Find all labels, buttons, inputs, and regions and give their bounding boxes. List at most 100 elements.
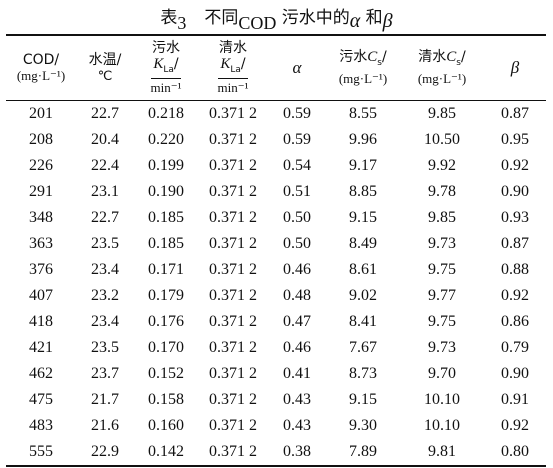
cell-temp: 23.5: [91, 339, 119, 356]
table-row: 483 21.6 0.160 0.371 2 0.43 9.30 10.10 0.92: [6, 413, 546, 439]
cell-cod: 555: [29, 443, 53, 460]
cell-sewage-kla: 0.185: [148, 235, 184, 252]
cell-alpha: 0.46: [283, 339, 311, 356]
cell-beta: 0.95: [501, 131, 529, 148]
cell-beta: 0.92: [501, 287, 529, 304]
table-row: 462 23.7 0.152 0.371 2 0.41 8.73 9.70 0.90: [6, 361, 546, 387]
cell-beta: 0.87: [501, 105, 529, 122]
cell-clean-cs: 9.75: [428, 313, 456, 330]
caption-alpha: α: [349, 10, 361, 32]
cell-clean-kla: 0.371 2: [209, 235, 257, 252]
cell-temp: 21.6: [91, 417, 119, 434]
header-clean-cs: 清水Cs/ (mg·L⁻¹): [400, 35, 484, 101]
cell-cod: 462: [29, 365, 53, 382]
cell-clean-kla: 0.371 2: [209, 131, 257, 148]
cell-sewage-cs: 9.15: [349, 391, 377, 408]
cell-beta: 0.92: [501, 417, 529, 434]
cell-cod: 407: [29, 287, 53, 304]
cell-alpha: 0.51: [283, 183, 311, 200]
cell-sewage-kla: 0.171: [148, 261, 184, 278]
cell-alpha: 0.59: [283, 105, 311, 122]
cell-sewage-cs: 9.02: [349, 287, 377, 304]
cell-clean-cs: 9.73: [428, 339, 456, 356]
cell-cod: 376: [29, 261, 53, 278]
cell-cod: 363: [29, 235, 53, 252]
table-row: 475 21.7 0.158 0.371 2 0.43 9.15 10.10 0.91: [6, 387, 546, 413]
cell-sewage-cs: 8.55: [349, 105, 377, 122]
cell-sewage-cs: 8.85: [349, 183, 377, 200]
cell-temp: 23.7: [91, 365, 119, 382]
cell-temp: 21.7: [91, 391, 119, 408]
header-clean-kla: 清水 KLa/ min⁻¹: [198, 35, 268, 101]
cell-sewage-cs: 7.67: [349, 339, 377, 356]
cell-clean-cs: 10.10: [424, 391, 460, 408]
cell-sewage-cs: 8.61: [349, 261, 377, 278]
cell-sewage-kla: 0.176: [148, 313, 184, 330]
cell-clean-kla: 0.371 2: [209, 287, 257, 304]
cell-sewage-cs: 8.73: [349, 365, 377, 382]
cell-sewage-cs: 9.96: [349, 131, 377, 148]
caption-table-number: 3: [177, 13, 187, 33]
caption-rest: 污水中的: [281, 8, 350, 28]
header-sewage-kla: 污水 KLa/ min⁻¹: [134, 35, 198, 101]
cell-alpha: 0.48: [283, 287, 311, 304]
cell-sewage-cs: 7.89: [349, 443, 377, 460]
cell-sewage-kla: 0.190: [148, 183, 184, 200]
table-row: 555 22.9 0.142 0.371 2 0.38 7.89 9.81 0.80: [6, 439, 546, 466]
cell-temp: 23.1: [91, 183, 119, 200]
cell-sewage-kla: 0.170: [148, 339, 184, 356]
cell-temp: 23.5: [91, 235, 119, 252]
table-caption: 表3 不同COD 污水中的α 和β: [0, 2, 553, 34]
cell-beta: 0.88: [501, 261, 529, 278]
cell-sewage-kla: 0.152: [148, 365, 184, 382]
cell-sewage-cs: 8.41: [349, 313, 377, 330]
caption-cod: COD: [238, 13, 277, 33]
cell-clean-cs: 9.92: [428, 157, 456, 174]
header-sewage-cs: 污水Cs/ (mg·L⁻¹): [326, 35, 400, 101]
cell-temp: 20.4: [91, 131, 119, 148]
cell-sewage-cs: 9.30: [349, 417, 377, 434]
cell-alpha: 0.41: [283, 365, 311, 382]
cell-temp: 22.4: [91, 157, 119, 174]
cell-clean-cs: 9.77: [428, 287, 456, 304]
table-row: 201 22.7 0.218 0.371 2 0.59 8.55 9.85 0.87: [6, 101, 546, 128]
cell-cod: 291: [29, 183, 53, 200]
cell-beta: 0.86: [501, 313, 529, 330]
cell-clean-cs: 10.10: [424, 417, 460, 434]
cell-sewage-cs: 9.15: [349, 209, 377, 226]
cell-clean-kla: 0.371 2: [209, 365, 257, 382]
cell-sewage-cs: 8.49: [349, 235, 377, 252]
table-row: 407 23.2 0.179 0.371 2 0.48 9.02 9.77 0.92: [6, 283, 546, 309]
cell-clean-cs: 9.85: [428, 209, 456, 226]
cell-temp: 23.4: [91, 313, 119, 330]
cell-beta: 0.90: [501, 365, 529, 382]
cell-sewage-kla: 0.218: [148, 105, 184, 122]
cell-alpha: 0.46: [283, 261, 311, 278]
data-table: COD/ (mg·L⁻¹) 水温/ ℃ 污水 KLa/ min⁻¹ 清水 KLa…: [6, 34, 546, 467]
header-water-temp: 水温/ ℃: [76, 35, 134, 101]
cell-clean-cs: 9.75: [428, 261, 456, 278]
cell-clean-kla: 0.371 2: [209, 157, 257, 174]
cell-alpha: 0.47: [283, 313, 311, 330]
cell-clean-kla: 0.371 2: [209, 209, 257, 226]
caption-text: 不同: [204, 8, 239, 28]
caption-and: 和: [365, 8, 383, 28]
cell-temp: 23.2: [91, 287, 119, 304]
cell-clean-kla: 0.371 2: [209, 339, 257, 356]
cell-clean-kla: 0.371 2: [209, 105, 257, 122]
cell-sewage-kla: 0.185: [148, 209, 184, 226]
cell-cod: 483: [29, 417, 53, 434]
cell-clean-kla: 0.371 2: [209, 443, 257, 460]
cell-clean-kla: 0.371 2: [209, 313, 257, 330]
cell-clean-kla: 0.371 2: [209, 417, 257, 434]
cell-clean-kla: 0.371 2: [209, 261, 257, 278]
cell-clean-cs: 9.73: [428, 235, 456, 252]
cell-alpha: 0.43: [283, 391, 311, 408]
cell-temp: 22.7: [91, 209, 119, 226]
cell-temp: 23.4: [91, 261, 119, 278]
cell-beta: 0.93: [501, 209, 529, 226]
cell-cod: 208: [29, 131, 53, 148]
cell-cod: 421: [29, 339, 53, 356]
cell-alpha: 0.43: [283, 417, 311, 434]
